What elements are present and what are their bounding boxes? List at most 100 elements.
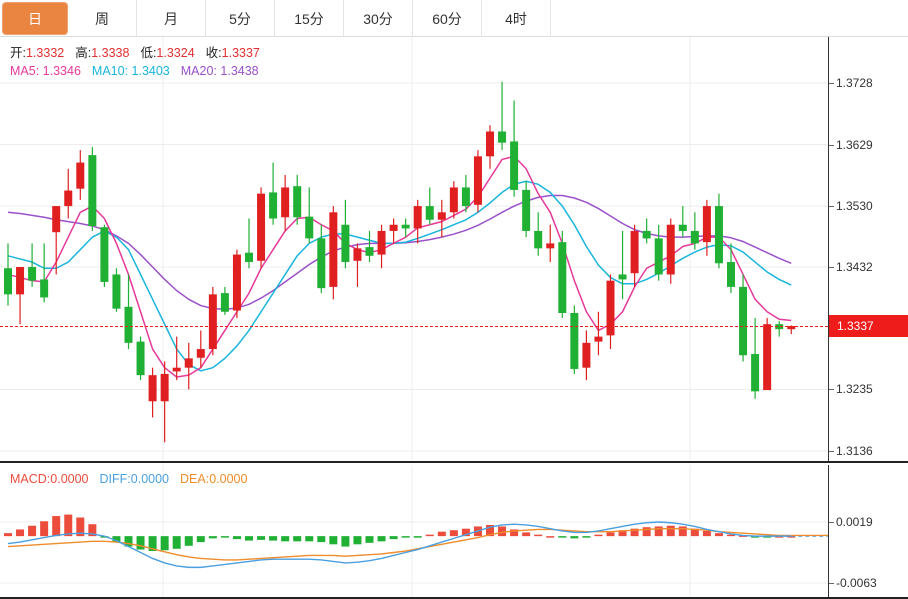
macd-histogram-bar [317, 536, 326, 543]
ma5-value: 1.3346 [42, 64, 81, 78]
candle [714, 193, 723, 269]
current-price-line [0, 326, 828, 328]
candle [317, 224, 326, 294]
candle [642, 218, 651, 244]
candle-body [690, 230, 699, 244]
candle [40, 243, 49, 303]
candle [365, 230, 374, 263]
candle [775, 321, 784, 337]
candle [425, 187, 434, 225]
candle [582, 330, 591, 381]
macd-histogram-bar [160, 536, 169, 551]
candle-body [269, 192, 278, 219]
macd-histogram-bar [751, 536, 760, 538]
ma20-label: MA20: [180, 64, 217, 78]
tab-4[interactable]: 15分 [275, 0, 344, 37]
macd-histogram-bar [232, 536, 241, 540]
macd-histogram-bar [40, 521, 49, 537]
macd-histogram-bar [570, 536, 579, 539]
candle [257, 187, 266, 269]
macd-histogram-bar [486, 524, 494, 537]
candle-body [232, 254, 241, 311]
macd-histogram-bar [546, 536, 555, 538]
macd-histogram-bar [293, 536, 302, 542]
tab-label: 月 [164, 10, 178, 27]
tab-0[interactable]: 日 [2, 2, 68, 35]
price-tick-label: 1.3432 [836, 260, 873, 274]
candle-body [76, 162, 85, 189]
macd-histogram-bar [148, 536, 157, 552]
macd-tick [829, 522, 834, 523]
candle [220, 286, 229, 315]
candle-body [727, 262, 735, 287]
price-tick [829, 144, 834, 146]
candle-body [16, 267, 25, 295]
tab-7[interactable]: 4时 [482, 0, 551, 37]
candle-body [112, 274, 121, 309]
diff-label: DIFF: [99, 472, 131, 486]
tabbar-spacer [551, 0, 908, 37]
close-value: 1.3337 [221, 46, 260, 60]
macd-histogram-bar [257, 536, 266, 540]
candle [136, 336, 145, 381]
ma-legend: MA5: 1.3346 MA10: 1.3403 MA20: 1.3438 [10, 63, 270, 80]
macd-value: 0.0000 [50, 472, 89, 486]
macd-histogram-bar [100, 536, 109, 538]
candle [184, 342, 193, 390]
candle-body [124, 306, 133, 343]
macd-histogram-bar [329, 536, 338, 545]
candle-body [220, 293, 229, 312]
candle-body [546, 243, 555, 249]
price-axis-divider [828, 37, 829, 461]
candle [100, 224, 109, 287]
macd-histogram-bar [702, 530, 711, 537]
candle [678, 206, 687, 238]
candle [28, 243, 37, 287]
tab-6[interactable]: 60分 [413, 0, 482, 37]
candle [4, 243, 12, 306]
macd-histogram-bar [269, 536, 278, 541]
macd-tick-label: -0.0063 [836, 576, 877, 590]
candle [329, 206, 338, 300]
tab-label: 15分 [294, 10, 324, 27]
macd-histogram-bar [401, 536, 410, 538]
candle-body [449, 187, 458, 213]
tab-5[interactable]: 30分 [344, 0, 413, 37]
candle [172, 336, 181, 381]
tab-label: 周 [95, 10, 109, 27]
candle [437, 199, 446, 238]
macd-histogram-bar [124, 536, 133, 547]
macd-histogram-bar [449, 530, 458, 537]
candle-body [461, 187, 470, 207]
tab-3[interactable]: 5分 [206, 0, 275, 37]
tab-2[interactable]: 月 [137, 0, 206, 37]
candle [558, 230, 567, 318]
macd-plot[interactable] [0, 465, 828, 597]
price-candlestick-svg [0, 37, 828, 461]
macd-histogram-bar [172, 536, 181, 549]
macd-histogram-bar [739, 535, 748, 537]
candle [353, 243, 362, 287]
macd-label: MACD: [10, 472, 51, 486]
candle-body [341, 224, 350, 263]
macd-histogram-bar [654, 526, 663, 537]
tab-1[interactable]: 周 [68, 0, 137, 37]
candle-body [606, 280, 615, 336]
diff-value: 0.0000 [130, 472, 169, 486]
candle-body [305, 216, 314, 239]
macd-histogram-bar [112, 536, 121, 543]
candle [413, 199, 422, 244]
macd-histogram-bar [16, 529, 25, 537]
candle [64, 168, 73, 219]
candle-body [389, 224, 398, 231]
candle-body [666, 224, 675, 275]
candle [76, 150, 85, 200]
macd-histogram-bar [678, 526, 687, 537]
candle [461, 175, 470, 213]
candle [88, 147, 97, 231]
candle-body [618, 274, 627, 280]
candle-body [582, 342, 591, 368]
candle [534, 212, 543, 256]
price-plot[interactable] [0, 37, 828, 461]
